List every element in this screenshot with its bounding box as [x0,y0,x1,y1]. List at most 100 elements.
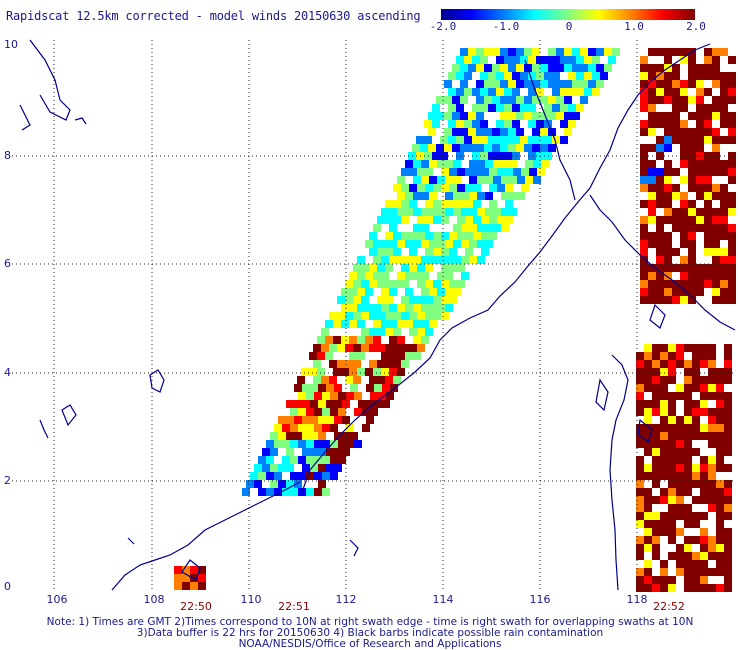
wind-cell [596,64,604,72]
wind-cell [676,568,684,576]
wind-cell [656,216,664,224]
wind-cell [429,240,437,248]
wind-cell [652,440,660,448]
wind-cell [393,232,401,240]
wind-cell [349,336,357,344]
wind-cell [728,176,736,184]
wind-cell [424,136,432,144]
wind-cell [672,224,680,232]
wind-cell [724,448,732,456]
wind-cell [302,416,310,424]
wind-cell [432,104,440,112]
wind-cell [322,408,330,416]
wind-cell [672,168,680,176]
wind-cell [664,192,672,200]
wind-cell [668,512,676,520]
wind-cell [728,272,736,280]
wind-cell [588,80,596,88]
wind-cell [468,128,476,136]
wind-cell [310,464,318,472]
wind-cell [469,256,477,264]
wind-cell [700,480,708,488]
wind-cell [477,192,485,200]
wind-cell [716,528,724,536]
wind-cell [409,248,417,256]
wind-cell [334,384,342,392]
wind-cell [700,424,708,432]
wind-cell [644,344,652,352]
wind-cell [660,352,668,360]
wind-cell [421,176,429,184]
wind-cell [688,144,696,152]
wind-cell [401,184,409,192]
wind-cell [648,240,656,248]
wind-cell [361,328,369,336]
wind-cell [688,200,696,208]
wind-cell [696,192,704,200]
wind-cell [552,104,560,112]
wind-cell [636,464,644,472]
wind-cell [704,240,712,248]
wind-cell [724,408,732,416]
wind-cell [517,176,525,184]
wind-cell [644,512,652,520]
wind-cell [516,48,524,56]
wind-cell [444,144,452,152]
colorbar-tick: 0 [565,20,573,33]
wind-cell [640,88,648,96]
wind-cell [460,144,468,152]
wind-cell [436,144,444,152]
wind-cell [504,88,512,96]
wind-cell [680,48,688,56]
wind-cell [688,256,696,264]
wind-cell [664,72,672,80]
wind-cell [500,144,508,152]
wind-cell [425,200,433,208]
wind-cell [704,280,712,288]
wind-cell [452,128,460,136]
wind-cell [712,288,720,296]
wind-cell [676,440,684,448]
wind-cell [720,192,728,200]
wind-cell [660,400,668,408]
wind-cell [652,552,660,560]
wind-cell [564,112,572,120]
wind-cell [648,96,656,104]
wind-cell [393,248,401,256]
wind-cell [449,280,457,288]
wind-cell [174,566,182,574]
wind-cell [509,208,517,216]
wind-cell [485,192,493,200]
wind-cell [429,160,437,168]
wind-cell [413,208,421,216]
wind-cell [696,80,704,88]
wind-cell [684,480,692,488]
wind-cell [664,88,672,96]
wind-cell [604,48,612,56]
wind-cell [680,160,688,168]
wind-cell [286,448,294,456]
wind-cell [290,472,298,480]
wind-cell [560,56,568,64]
wind-cell [537,168,545,176]
wind-cell [441,200,449,208]
wind-cell [428,128,436,136]
wind-cell [341,368,349,376]
wind-cell [640,248,648,256]
wind-cell [413,320,421,328]
wind-cell [417,232,425,240]
wind-cell [445,208,453,216]
wind-cell [712,280,720,288]
wind-cell [728,224,736,232]
wind-cell [334,432,342,440]
wind-cell [504,72,512,80]
wind-cell [576,72,584,80]
wind-cell [416,136,424,144]
wind-cell [592,72,600,80]
wind-cell [724,352,732,360]
wind-cell [664,176,672,184]
wind-cell [672,264,680,272]
wind-cell [716,488,724,496]
wind-cell [676,488,684,496]
wind-cell [664,96,672,104]
